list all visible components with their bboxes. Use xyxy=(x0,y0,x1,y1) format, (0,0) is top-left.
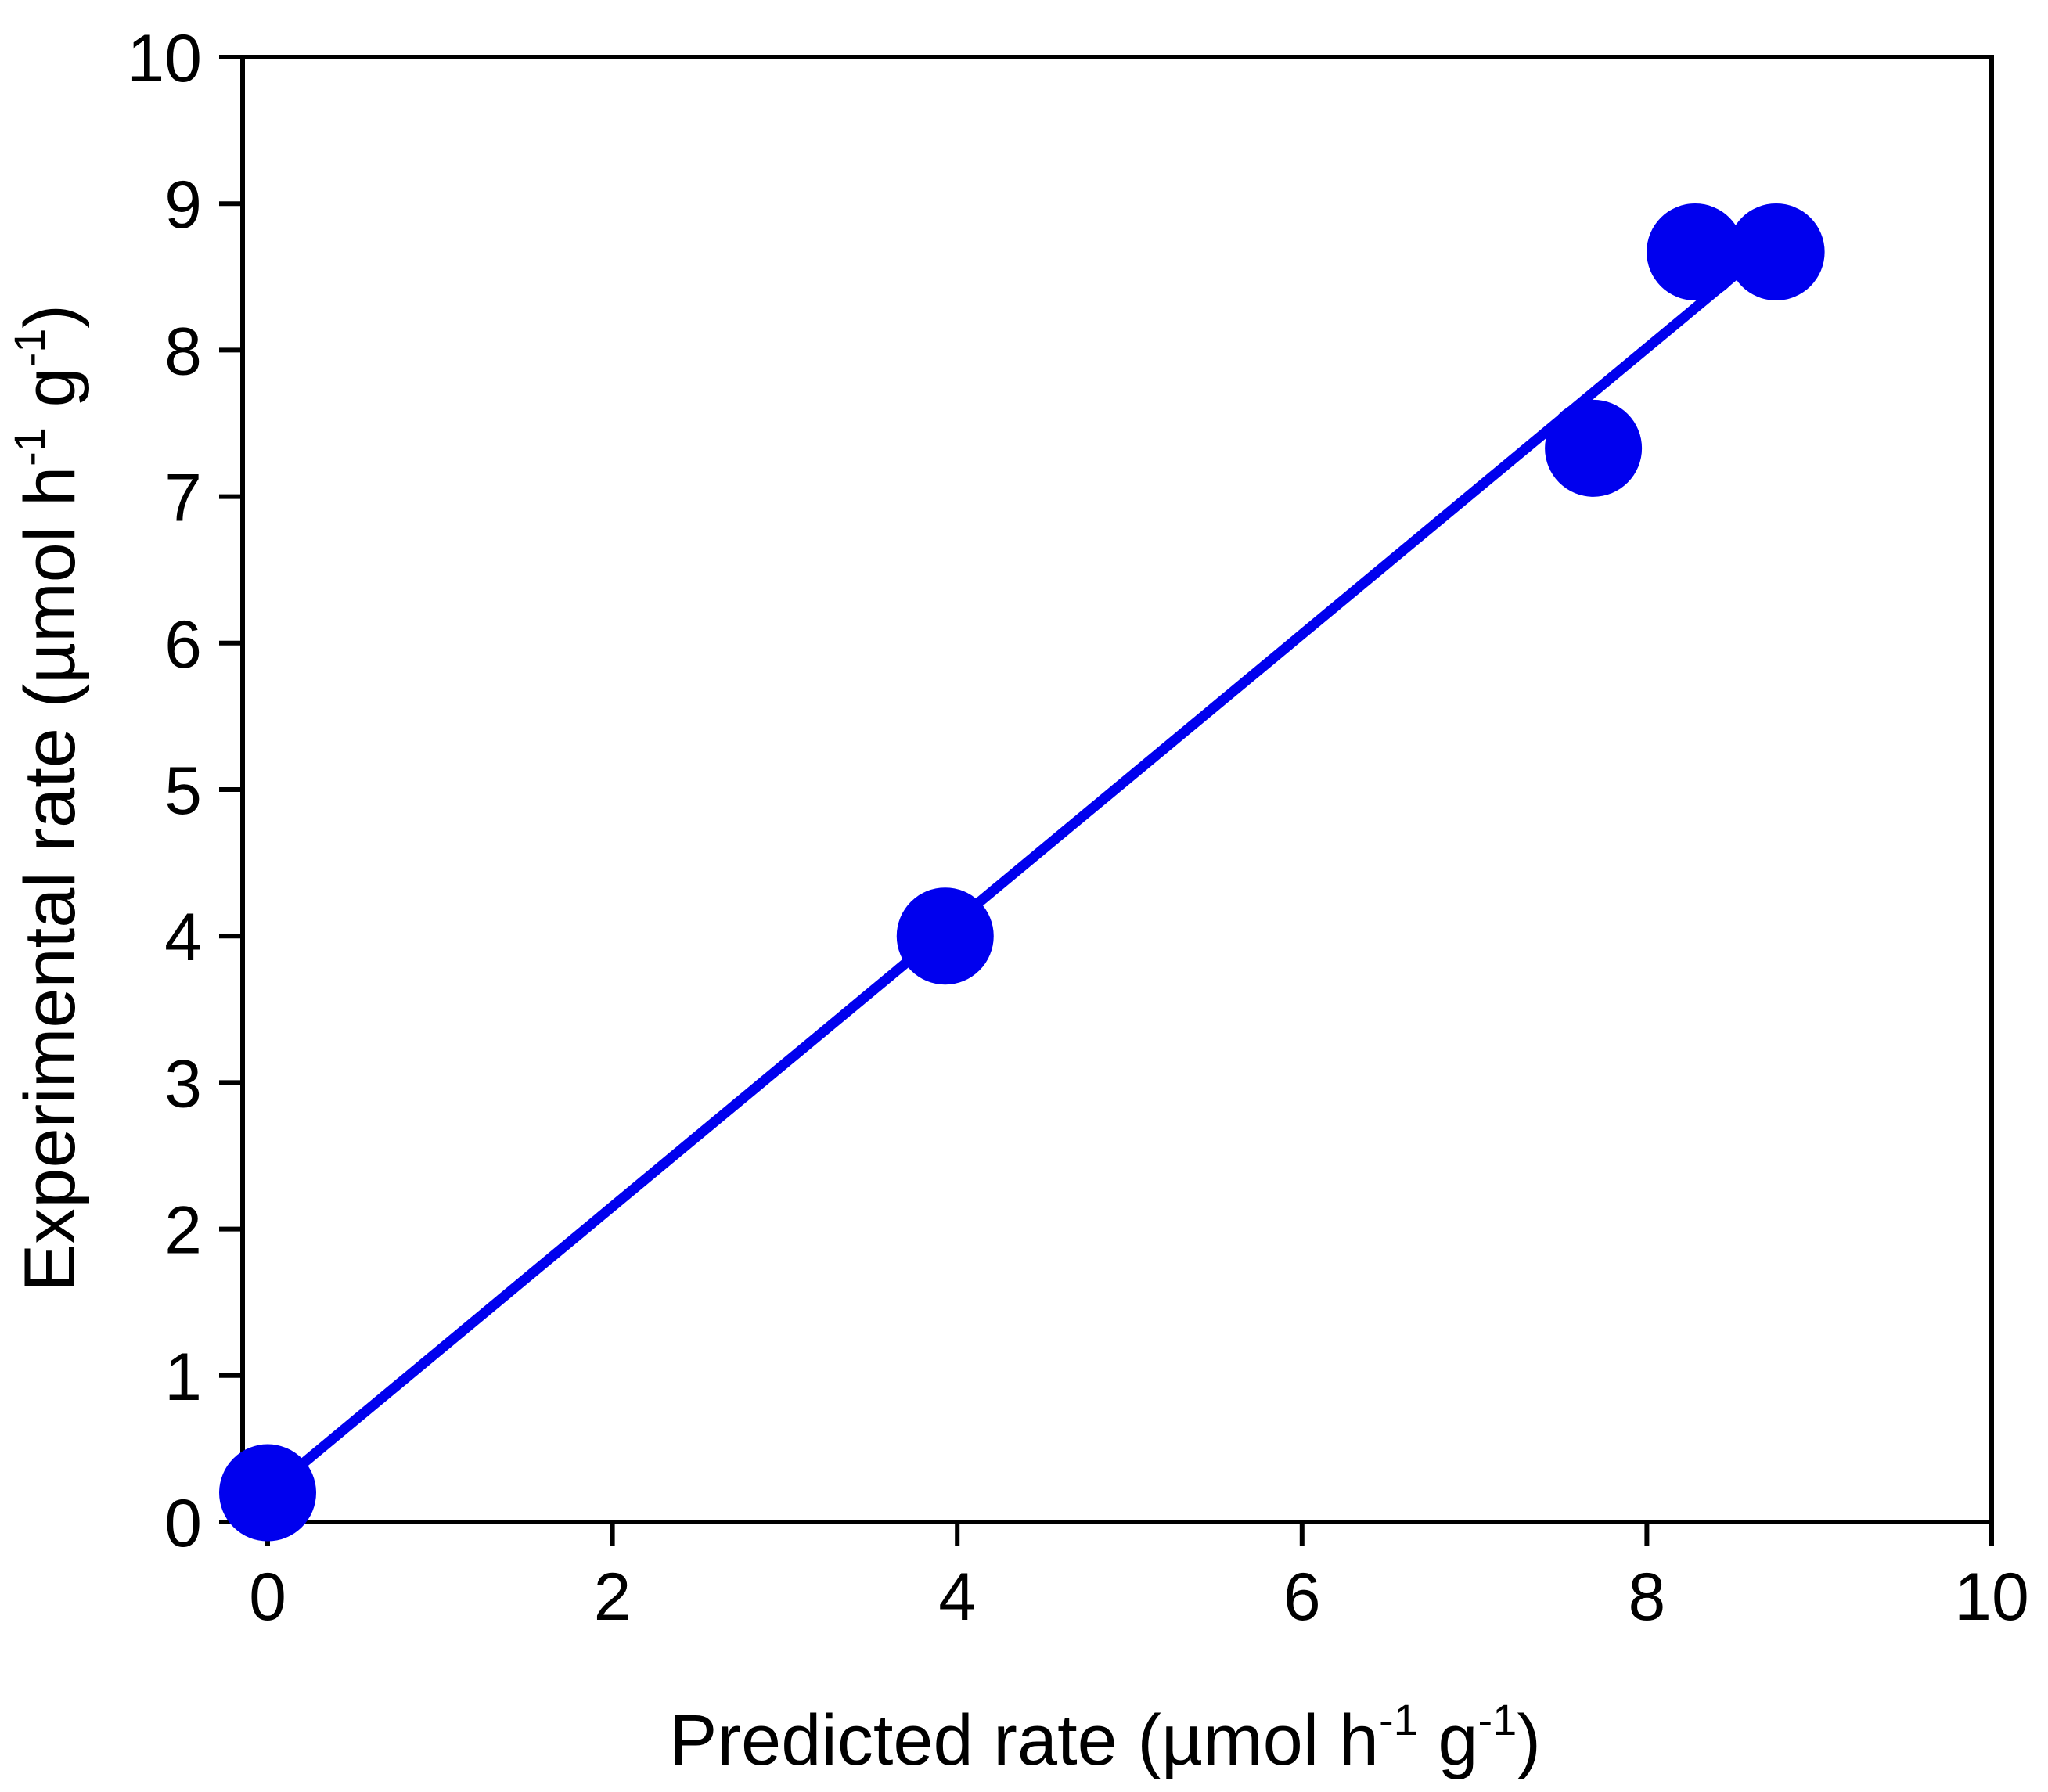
y-tick-label: 7 xyxy=(164,461,202,536)
fit-line-layer xyxy=(264,258,1754,1497)
x-tick-label: 10 xyxy=(1954,1560,2029,1635)
y-tick-label: 0 xyxy=(164,1486,202,1561)
x-axis-title-main: Predicted rate (µmol h xyxy=(669,1700,1379,1780)
y-axis-title-main: Experimental rate (µmol h xyxy=(10,466,90,1292)
data-point xyxy=(219,1444,316,1542)
y-tick-label: 3 xyxy=(164,1046,202,1121)
data-point xyxy=(1647,203,1744,300)
y-tick-label: 1 xyxy=(164,1340,202,1415)
x-axis-title-sup1: -1 xyxy=(1379,1695,1418,1744)
y-tick-label: 5 xyxy=(164,754,202,829)
x-axis-title-sup2: -1 xyxy=(1478,1695,1517,1744)
y-tick-label: 8 xyxy=(164,314,202,389)
y-tick-label: 2 xyxy=(164,1193,202,1268)
axes xyxy=(219,55,1994,1546)
y-axis-title-end: ) xyxy=(10,304,90,329)
y-axis-title-sup1: -1 xyxy=(5,427,54,466)
fit-line xyxy=(264,258,1754,1497)
x-tick-label: 6 xyxy=(1283,1560,1321,1635)
x-tick-label: 2 xyxy=(594,1560,632,1635)
tick-labels: 0 2 4 6 8 10 0 1 2 3 4 5 6 7 8 9 10 xyxy=(127,21,2029,1635)
x-tick-label: 4 xyxy=(938,1560,976,1635)
y-axis-title-sup2: -1 xyxy=(5,329,54,368)
y-tick-label: 4 xyxy=(164,900,202,975)
y-axis-title-mid: g xyxy=(10,367,90,427)
x-axis-title-end: ) xyxy=(1517,1700,1541,1780)
x-tick-label: 8 xyxy=(1628,1560,1665,1635)
x-axis-title: Predicted rate (µmol h-1 g-1) xyxy=(669,1695,1541,1780)
y-axis-title: Experimental rate (µmol h-1 g-1) xyxy=(5,304,90,1292)
data-points xyxy=(219,203,1825,1542)
x-tick-label: 0 xyxy=(249,1560,286,1635)
y-tick-label: 9 xyxy=(164,167,202,243)
y-tick-label: 10 xyxy=(127,21,202,96)
data-point xyxy=(896,887,994,985)
y-tick-label: 6 xyxy=(164,607,202,682)
data-point xyxy=(1545,399,1643,497)
data-point xyxy=(1727,203,1825,300)
x-axis-title-mid: g xyxy=(1418,1700,1478,1780)
